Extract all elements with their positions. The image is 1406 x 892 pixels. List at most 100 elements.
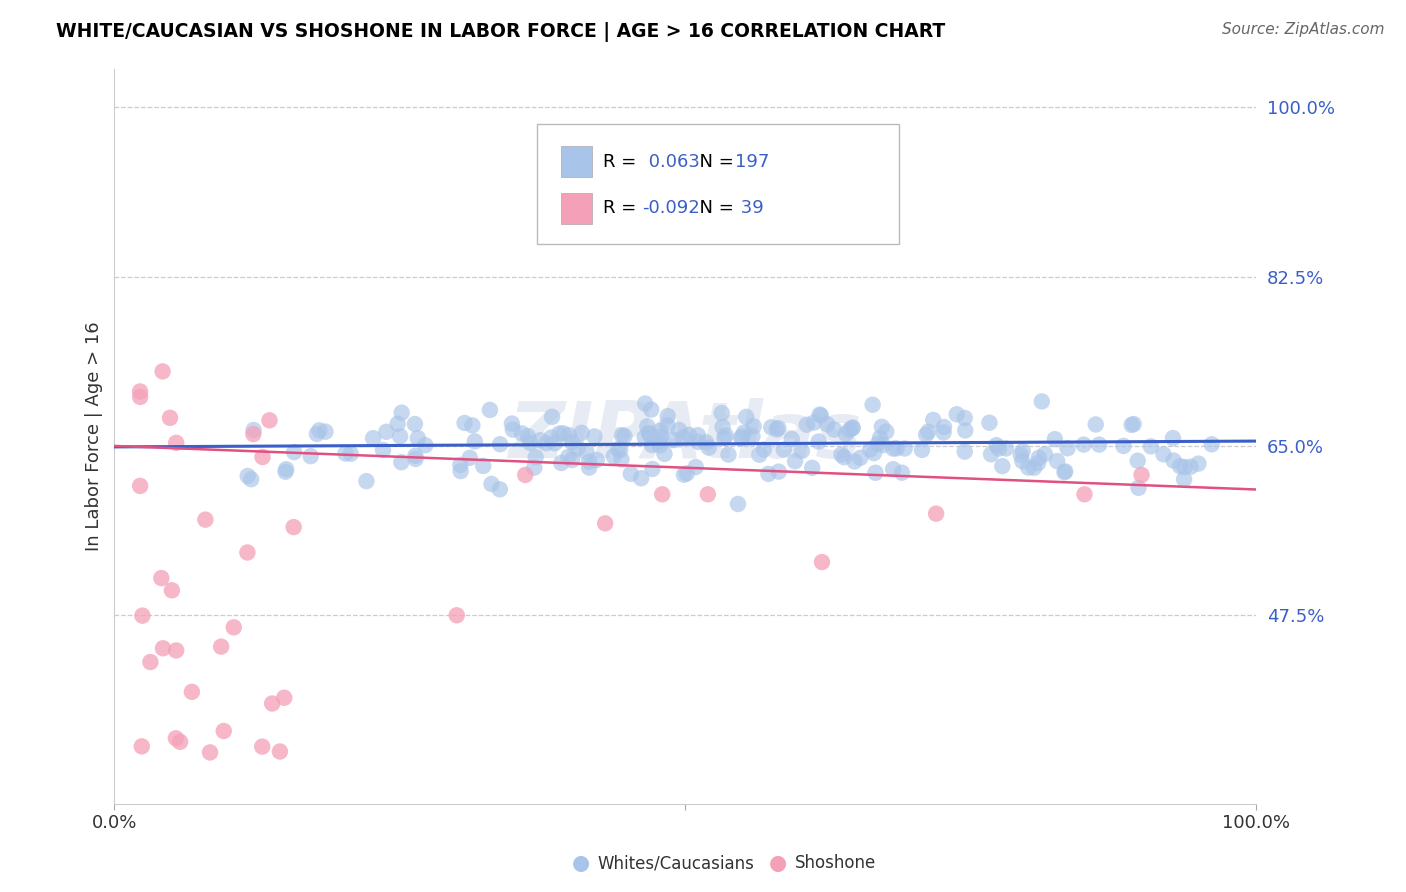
Point — [1028, 450, 1050, 465]
Point — [131, 608, 153, 623]
Point — [131, 739, 153, 754]
Text: WHITE/CAUCASIAN VS SHOSHONE IN LABOR FORCE | AGE > 16 CORRELATION CHART: WHITE/CAUCASIAN VS SHOSHONE IN LABOR FOR… — [56, 22, 945, 42]
Point — [603, 449, 626, 463]
Point — [548, 426, 571, 441]
Point — [340, 447, 363, 461]
Point — [932, 425, 955, 440]
Point — [841, 420, 863, 434]
Text: ZIPAtlas: ZIPAtlas — [509, 398, 862, 475]
Point — [711, 420, 734, 434]
Point — [1122, 417, 1144, 431]
Point — [648, 424, 671, 438]
Point — [810, 409, 832, 423]
Point — [1054, 464, 1077, 478]
Point — [165, 731, 187, 746]
Point — [1073, 437, 1095, 451]
Point — [1112, 439, 1135, 453]
Point — [915, 427, 938, 442]
Point — [841, 421, 863, 435]
Point — [634, 430, 657, 444]
Point — [356, 474, 378, 488]
Point — [835, 426, 858, 441]
Point — [796, 417, 818, 432]
Point — [389, 429, 412, 443]
Point — [523, 460, 546, 475]
Text: N =: N = — [688, 199, 740, 217]
Point — [922, 413, 945, 427]
Point — [1173, 460, 1195, 475]
Point — [678, 428, 700, 442]
Point — [647, 434, 669, 448]
Point — [481, 477, 503, 491]
Point — [657, 409, 679, 424]
Point — [209, 640, 232, 654]
Text: 0.063: 0.063 — [643, 153, 699, 170]
Point — [1163, 453, 1185, 467]
Text: ●: ● — [572, 854, 591, 873]
Point — [446, 608, 468, 623]
Point — [714, 428, 737, 442]
Point — [838, 423, 860, 437]
Point — [991, 459, 1014, 474]
Point — [1011, 454, 1033, 468]
Point — [866, 436, 889, 450]
Text: -0.092: -0.092 — [643, 199, 700, 217]
Point — [638, 427, 661, 442]
Point — [823, 422, 845, 436]
Point — [160, 583, 183, 598]
Point — [932, 420, 955, 434]
Point — [561, 435, 583, 450]
Point — [986, 438, 1008, 452]
Point — [606, 442, 628, 457]
Point — [308, 423, 330, 437]
Point — [453, 416, 475, 430]
Point — [501, 417, 523, 431]
Point — [917, 425, 939, 439]
Point — [1088, 437, 1111, 451]
Point — [697, 441, 720, 455]
Point — [1031, 394, 1053, 409]
Point — [773, 442, 796, 457]
Point — [987, 442, 1010, 456]
Point — [735, 409, 758, 424]
Point — [129, 479, 152, 493]
Point — [461, 418, 484, 433]
Point — [415, 438, 437, 452]
Point — [1128, 481, 1150, 495]
Point — [305, 426, 328, 441]
Point — [609, 443, 631, 458]
Point — [536, 436, 558, 450]
Point — [980, 447, 1002, 461]
Point — [610, 428, 633, 442]
Point — [844, 454, 866, 468]
Point — [713, 431, 735, 445]
Point — [236, 545, 259, 559]
Point — [540, 430, 562, 444]
Point — [893, 442, 915, 456]
Point — [808, 408, 831, 422]
Point — [811, 555, 834, 569]
Point — [335, 446, 357, 460]
Point — [710, 406, 733, 420]
Point — [276, 462, 298, 476]
Point — [780, 432, 803, 446]
Point — [139, 655, 162, 669]
Point — [561, 453, 583, 467]
Point — [1187, 457, 1209, 471]
Point — [152, 364, 174, 378]
Point — [567, 441, 589, 455]
Point — [524, 450, 547, 465]
Point — [768, 465, 790, 479]
Point — [150, 571, 173, 585]
Point — [529, 433, 551, 447]
Point — [1180, 459, 1202, 474]
Point — [731, 429, 754, 443]
Point — [686, 428, 709, 442]
Point — [717, 448, 740, 462]
Point — [194, 513, 217, 527]
Point — [269, 744, 291, 758]
Point — [283, 520, 305, 534]
Point — [765, 422, 787, 436]
Point — [945, 407, 967, 421]
Text: N =: N = — [688, 153, 740, 170]
